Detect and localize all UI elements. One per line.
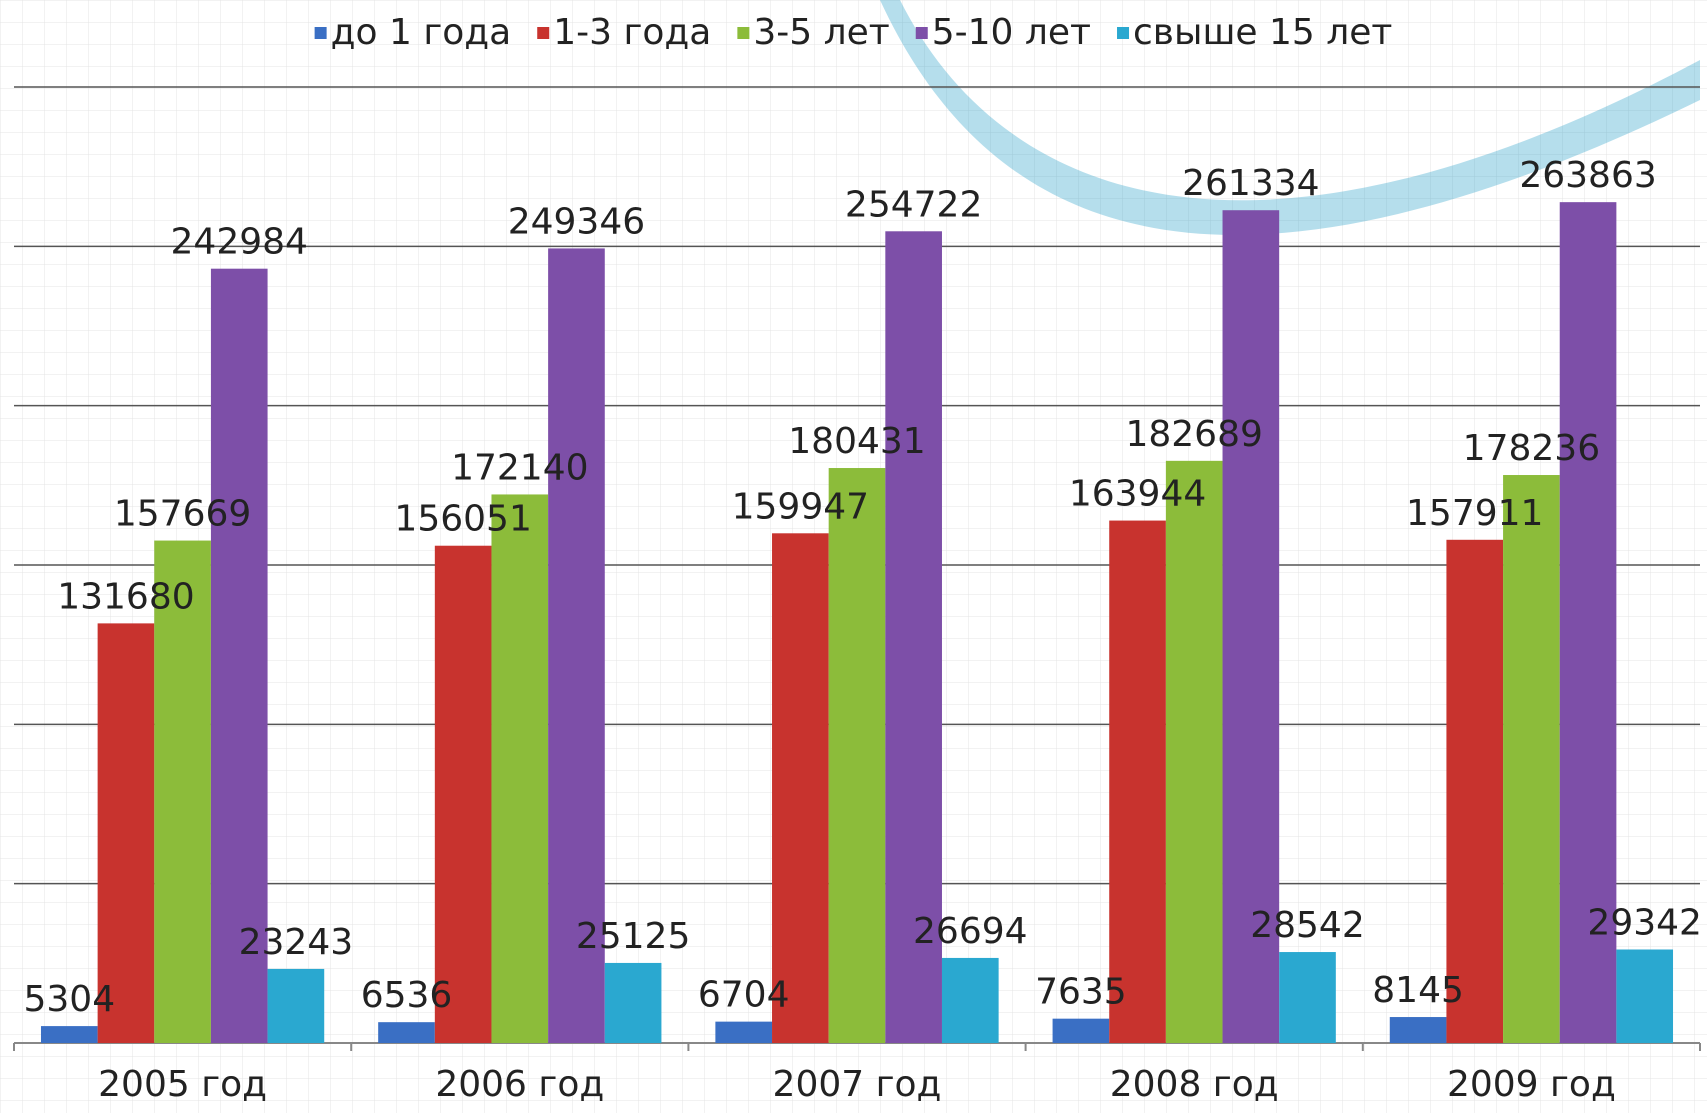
data-label: 249346 [508, 201, 645, 242]
data-label: 29342 [1587, 902, 1702, 943]
bar [1503, 475, 1560, 1044]
data-label: 157911 [1406, 493, 1543, 534]
bar [154, 540, 211, 1043]
data-label: 254722 [845, 184, 982, 225]
x-tick-label: 2005 год [98, 1064, 267, 1105]
legend-marker [537, 27, 550, 39]
data-label: 263863 [1519, 155, 1656, 196]
data-label: 163944 [1069, 474, 1206, 515]
bar [434, 545, 492, 1043]
bar [378, 1022, 435, 1043]
x-tick-label: 2007 год [773, 1064, 942, 1105]
data-label: 172140 [451, 447, 588, 488]
data-label: 157669 [114, 494, 251, 535]
bar [1446, 539, 1504, 1043]
data-label: 182689 [1125, 414, 1262, 455]
data-label: 261334 [1182, 163, 1319, 204]
bar [1165, 460, 1223, 1043]
legend-marker [737, 27, 750, 39]
bar [1616, 949, 1674, 1043]
bar [40, 1026, 98, 1043]
data-label: 159947 [732, 486, 869, 527]
bar [941, 957, 999, 1043]
bar [1559, 202, 1617, 1044]
data-label: 23243 [239, 922, 354, 963]
legend-marker [915, 27, 928, 39]
bar [548, 248, 605, 1043]
data-label: 7635 [1035, 972, 1127, 1013]
legend-label: до 1 года [331, 12, 512, 53]
bar [1389, 1017, 1447, 1043]
bar [1109, 520, 1166, 1043]
bar [885, 231, 942, 1043]
data-label: 178236 [1463, 428, 1600, 469]
legend-label: 5-10 лет [932, 12, 1091, 53]
bar [1052, 1018, 1110, 1043]
legend-label: свыше 15 лет [1133, 12, 1392, 53]
legend-label: 3-5 лет [753, 12, 889, 53]
bar [97, 623, 155, 1043]
bar [604, 962, 662, 1043]
bar [1222, 210, 1280, 1044]
x-tick-label: 2008 год [1110, 1064, 1279, 1105]
data-label: 8145 [1372, 970, 1464, 1011]
bar [210, 268, 268, 1043]
data-label: 6704 [698, 975, 790, 1016]
bar [715, 1021, 773, 1043]
data-label: 6536 [361, 975, 453, 1016]
bar [267, 968, 325, 1043]
data-label: 180431 [788, 421, 925, 462]
bar [772, 533, 829, 1043]
data-label: 5304 [23, 979, 115, 1020]
data-label: 242984 [171, 222, 308, 263]
legend-marker [314, 27, 327, 39]
data-label: 156051 [394, 499, 531, 540]
bar [828, 468, 886, 1043]
data-label: 26694 [913, 911, 1028, 952]
legend-label: 1-3 года [553, 12, 711, 53]
bar [1279, 952, 1336, 1043]
data-label: 28542 [1250, 905, 1365, 946]
legend-marker [1117, 27, 1130, 39]
decoration [880, 0, 1700, 235]
x-tick-label: 2006 год [435, 1064, 604, 1105]
data-label: 131680 [57, 576, 194, 617]
bar [491, 494, 549, 1043]
data-label: 25125 [576, 916, 691, 957]
x-tick-label: 2009 год [1447, 1064, 1616, 1105]
